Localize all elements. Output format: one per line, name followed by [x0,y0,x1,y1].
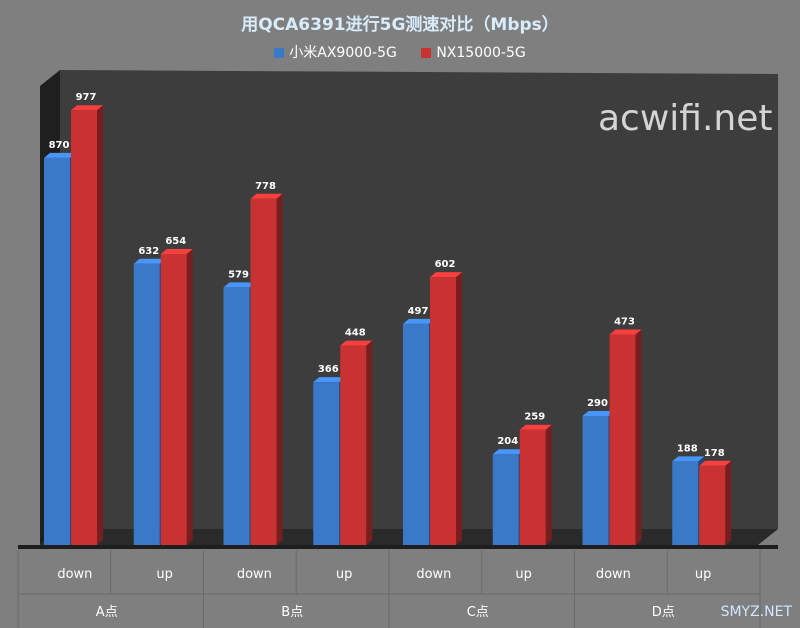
value-label-2-7: 473 [614,317,635,328]
group-label-4: D点 [652,605,675,620]
legend-item-series-1: 小米AX9000-5G [274,42,397,62]
bar-1-2 [133,263,160,545]
value-label-1-1: 870 [49,140,70,151]
bar-top-1-7 [582,410,615,416]
bar-1-1 [44,157,70,545]
bar-side-2-1 [97,105,103,546]
bar-top-1-4 [313,377,346,383]
bar-top-1-1 [44,152,76,158]
bar-1-8 [672,461,699,545]
category-label-2: up [156,567,173,582]
value-label-2-1: 977 [76,92,97,103]
chart-title: 用QCA6391进行5G测速对比（Mbps） [241,15,559,35]
value-label-2-4: 448 [345,328,366,339]
category-label-8: up [695,567,712,582]
category-label-4: up [336,567,353,582]
bar-side-2-8 [725,460,732,545]
bar-2-5 [430,277,456,545]
category-label-1: down [57,567,92,582]
bar-2-7 [609,334,636,545]
category-label-5: down [416,567,451,582]
legend-swatch-series-2 [421,48,432,58]
bar-top-2-4 [340,340,373,346]
bar-side-2-5 [456,272,462,545]
bar-top-2-5 [430,272,462,278]
value-label-1-5: 497 [408,306,429,317]
category-label-7: down [596,567,631,582]
value-label-1-6: 204 [497,436,518,447]
legend-swatch-series-1 [274,48,285,58]
value-label-1-8: 188 [677,443,698,454]
bar-1-3 [223,287,250,545]
value-label-2-8: 178 [704,448,725,459]
bar-top-2-7 [609,329,642,335]
bar-top-1-5 [403,318,435,324]
value-label-2-3: 778 [255,181,276,192]
legend-label-series-1: 小米AX9000-5G [289,45,397,61]
bar-side-2-6 [545,424,552,545]
value-label-1-4: 366 [318,364,339,375]
category-label-6: up [515,567,532,582]
bar-side-2-4 [366,340,373,545]
bar-2-2 [160,253,187,545]
bar-top-2-6 [519,424,552,430]
group-label-2: B点 [281,605,303,620]
bar-side-2-3 [276,193,283,546]
category-label-3: down [237,567,272,582]
legend-item-series-2: NX15000-5G [421,45,526,61]
bar-2-3 [250,198,277,546]
bar-top-1-8 [672,456,705,462]
bar-side-2-2 [186,248,193,545]
bar-1-6 [492,454,519,545]
footer-watermark: SMYZ.NET [720,604,792,620]
bar-1-7 [582,415,609,545]
group-label-1: A点 [96,605,118,620]
bar-2-6 [519,429,546,545]
value-label-2-5: 602 [435,259,456,270]
value-label-2-6: 259 [524,412,545,423]
value-label-1-2: 632 [138,246,159,257]
chart-legend: 小米AX9000-5G NX15000-5G [0,42,800,62]
bar-top-1-2 [133,258,166,264]
value-label-1-3: 579 [228,269,249,280]
bar-top-2-2 [160,248,193,254]
bar-top-2-1 [71,105,103,111]
bar-2-1 [71,110,97,546]
floor-edge [18,545,778,549]
bar-top-2-8 [699,460,732,466]
bar-top-2-3 [250,193,283,199]
watermark: acwifi.net [598,98,773,139]
bar-2-4 [340,345,367,545]
bar-top-1-3 [223,282,256,288]
bar-2-8 [699,465,726,545]
bar-1-4 [313,382,340,545]
bar-1-5 [403,323,429,545]
group-label-3: C点 [467,605,489,620]
bar-top-1-6 [492,449,525,455]
legend-label-series-2: NX15000-5G [436,45,526,61]
bar-side-2-7 [635,329,642,545]
value-label-2-2: 654 [165,236,186,247]
value-label-1-7: 290 [587,398,608,409]
